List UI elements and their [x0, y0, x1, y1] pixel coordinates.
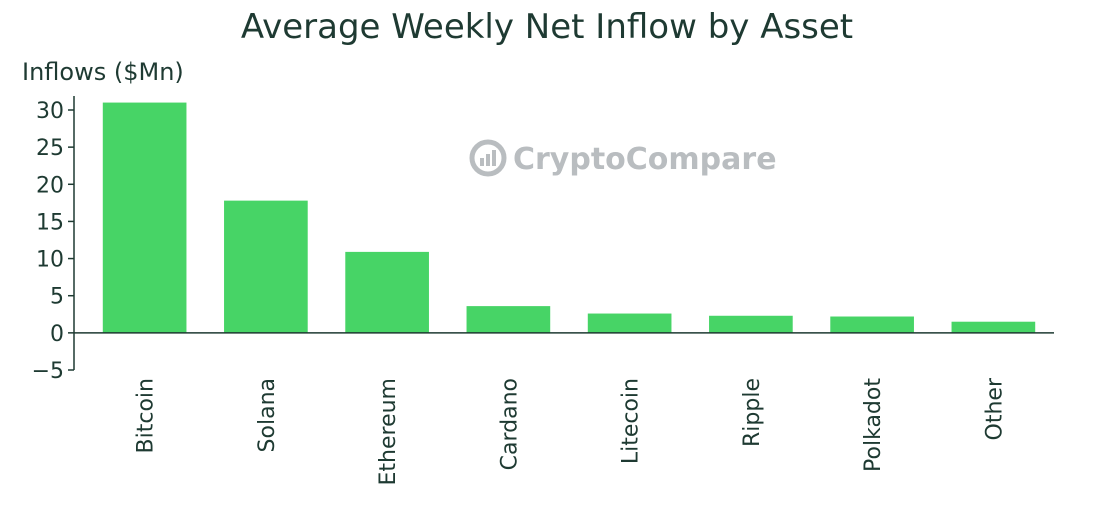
- chart-title: Average Weekly Net Inflow by Asset: [241, 7, 853, 47]
- bar-bitcoin: [102, 102, 187, 333]
- y-tick-label: 25: [36, 136, 64, 161]
- y-axis-label: Inflows ($Mn): [22, 58, 184, 86]
- y-tick-label: 30: [36, 99, 64, 124]
- x-tick-label: Polkadot: [861, 378, 886, 472]
- watermark-text: CryptoCompare: [513, 142, 777, 177]
- bar-other: [951, 321, 1036, 333]
- y-tick-label: 20: [36, 173, 64, 198]
- y-tick-label: 10: [36, 248, 64, 273]
- y-tick-label: −5: [32, 359, 64, 384]
- bar-ripple: [709, 315, 793, 333]
- x-tick-label: Solana: [255, 378, 280, 452]
- watermark: CryptoCompare: [469, 139, 777, 177]
- bar-litecoin: [587, 313, 672, 333]
- y-tick-label: 15: [36, 210, 64, 235]
- x-labels-group: Bitcoin Solana Ethereum Cardano Litecoin Ripp…: [134, 377, 1008, 485]
- y-tick-label: 0: [50, 322, 64, 347]
- x-tick-label: Ethereum: [376, 378, 401, 485]
- bar-polkadot: [830, 316, 914, 333]
- x-tick-label: Cardano: [497, 378, 522, 470]
- x-tick-label: Ripple: [740, 378, 765, 447]
- x-tick-label: Bitcoin: [134, 378, 159, 453]
- y-ticks-group: −5 0 5 10 15 20 25 30: [32, 99, 74, 384]
- bar-cardano: [466, 306, 551, 333]
- bar-solana: [224, 200, 308, 333]
- x-tick-label: Litecoin: [619, 378, 644, 464]
- bars-group: [102, 102, 1036, 333]
- cryptocompare-logo-icon: [469, 139, 507, 177]
- y-tick-label: 5: [50, 285, 64, 310]
- bar-ethereum: [345, 251, 429, 333]
- x-tick-label: Other: [982, 377, 1007, 440]
